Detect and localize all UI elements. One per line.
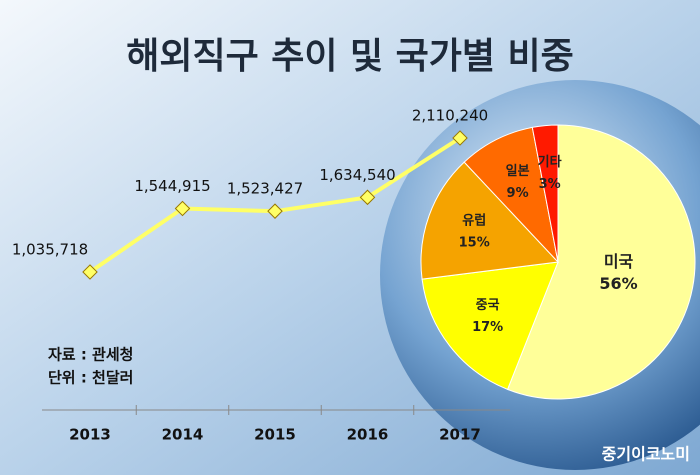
pie-slice (420, 161, 560, 280)
x-tick-label: 2013 (69, 426, 111, 444)
x-tick-label: 2016 (347, 426, 389, 444)
title: 해외직구 추이 및 국가별 비중 (126, 36, 574, 77)
point (452, 130, 468, 146)
x-tick-label: 2014 (162, 426, 204, 444)
x-tick-label: 2017 (439, 426, 481, 444)
data-label: 1,523,427 (227, 180, 303, 198)
slice-value: 15% (459, 235, 490, 250)
slice-name: 중국 (476, 298, 500, 313)
point (82, 264, 98, 280)
slice-name: 미국 (604, 252, 634, 271)
pie-slice (421, 261, 559, 391)
brand: 중기이코노미 (602, 445, 690, 464)
point (267, 203, 283, 219)
note: 단위 : 천달러 (48, 369, 133, 387)
slice-name: 기타 (538, 154, 562, 170)
slice-value: 9% (507, 186, 529, 201)
pie-slice (506, 124, 696, 400)
slice-value: 17% (472, 320, 503, 335)
pie-slice (531, 124, 559, 263)
note: 자료 : 관세청 (48, 346, 133, 364)
data-label: 1,544,915 (134, 177, 210, 195)
slice-name: 유럽 (462, 213, 486, 228)
slice-name: 일본 (506, 164, 530, 179)
point (359, 189, 376, 206)
data-label: 1,634,540 (319, 166, 395, 184)
slice-value: 56% (599, 274, 637, 293)
slice-value: 3% (539, 177, 561, 192)
x-tick-label: 2015 (254, 426, 296, 444)
data-label: 1,035,718 (12, 241, 88, 259)
point (174, 200, 191, 217)
data-label: 2,110,240 (412, 107, 488, 125)
